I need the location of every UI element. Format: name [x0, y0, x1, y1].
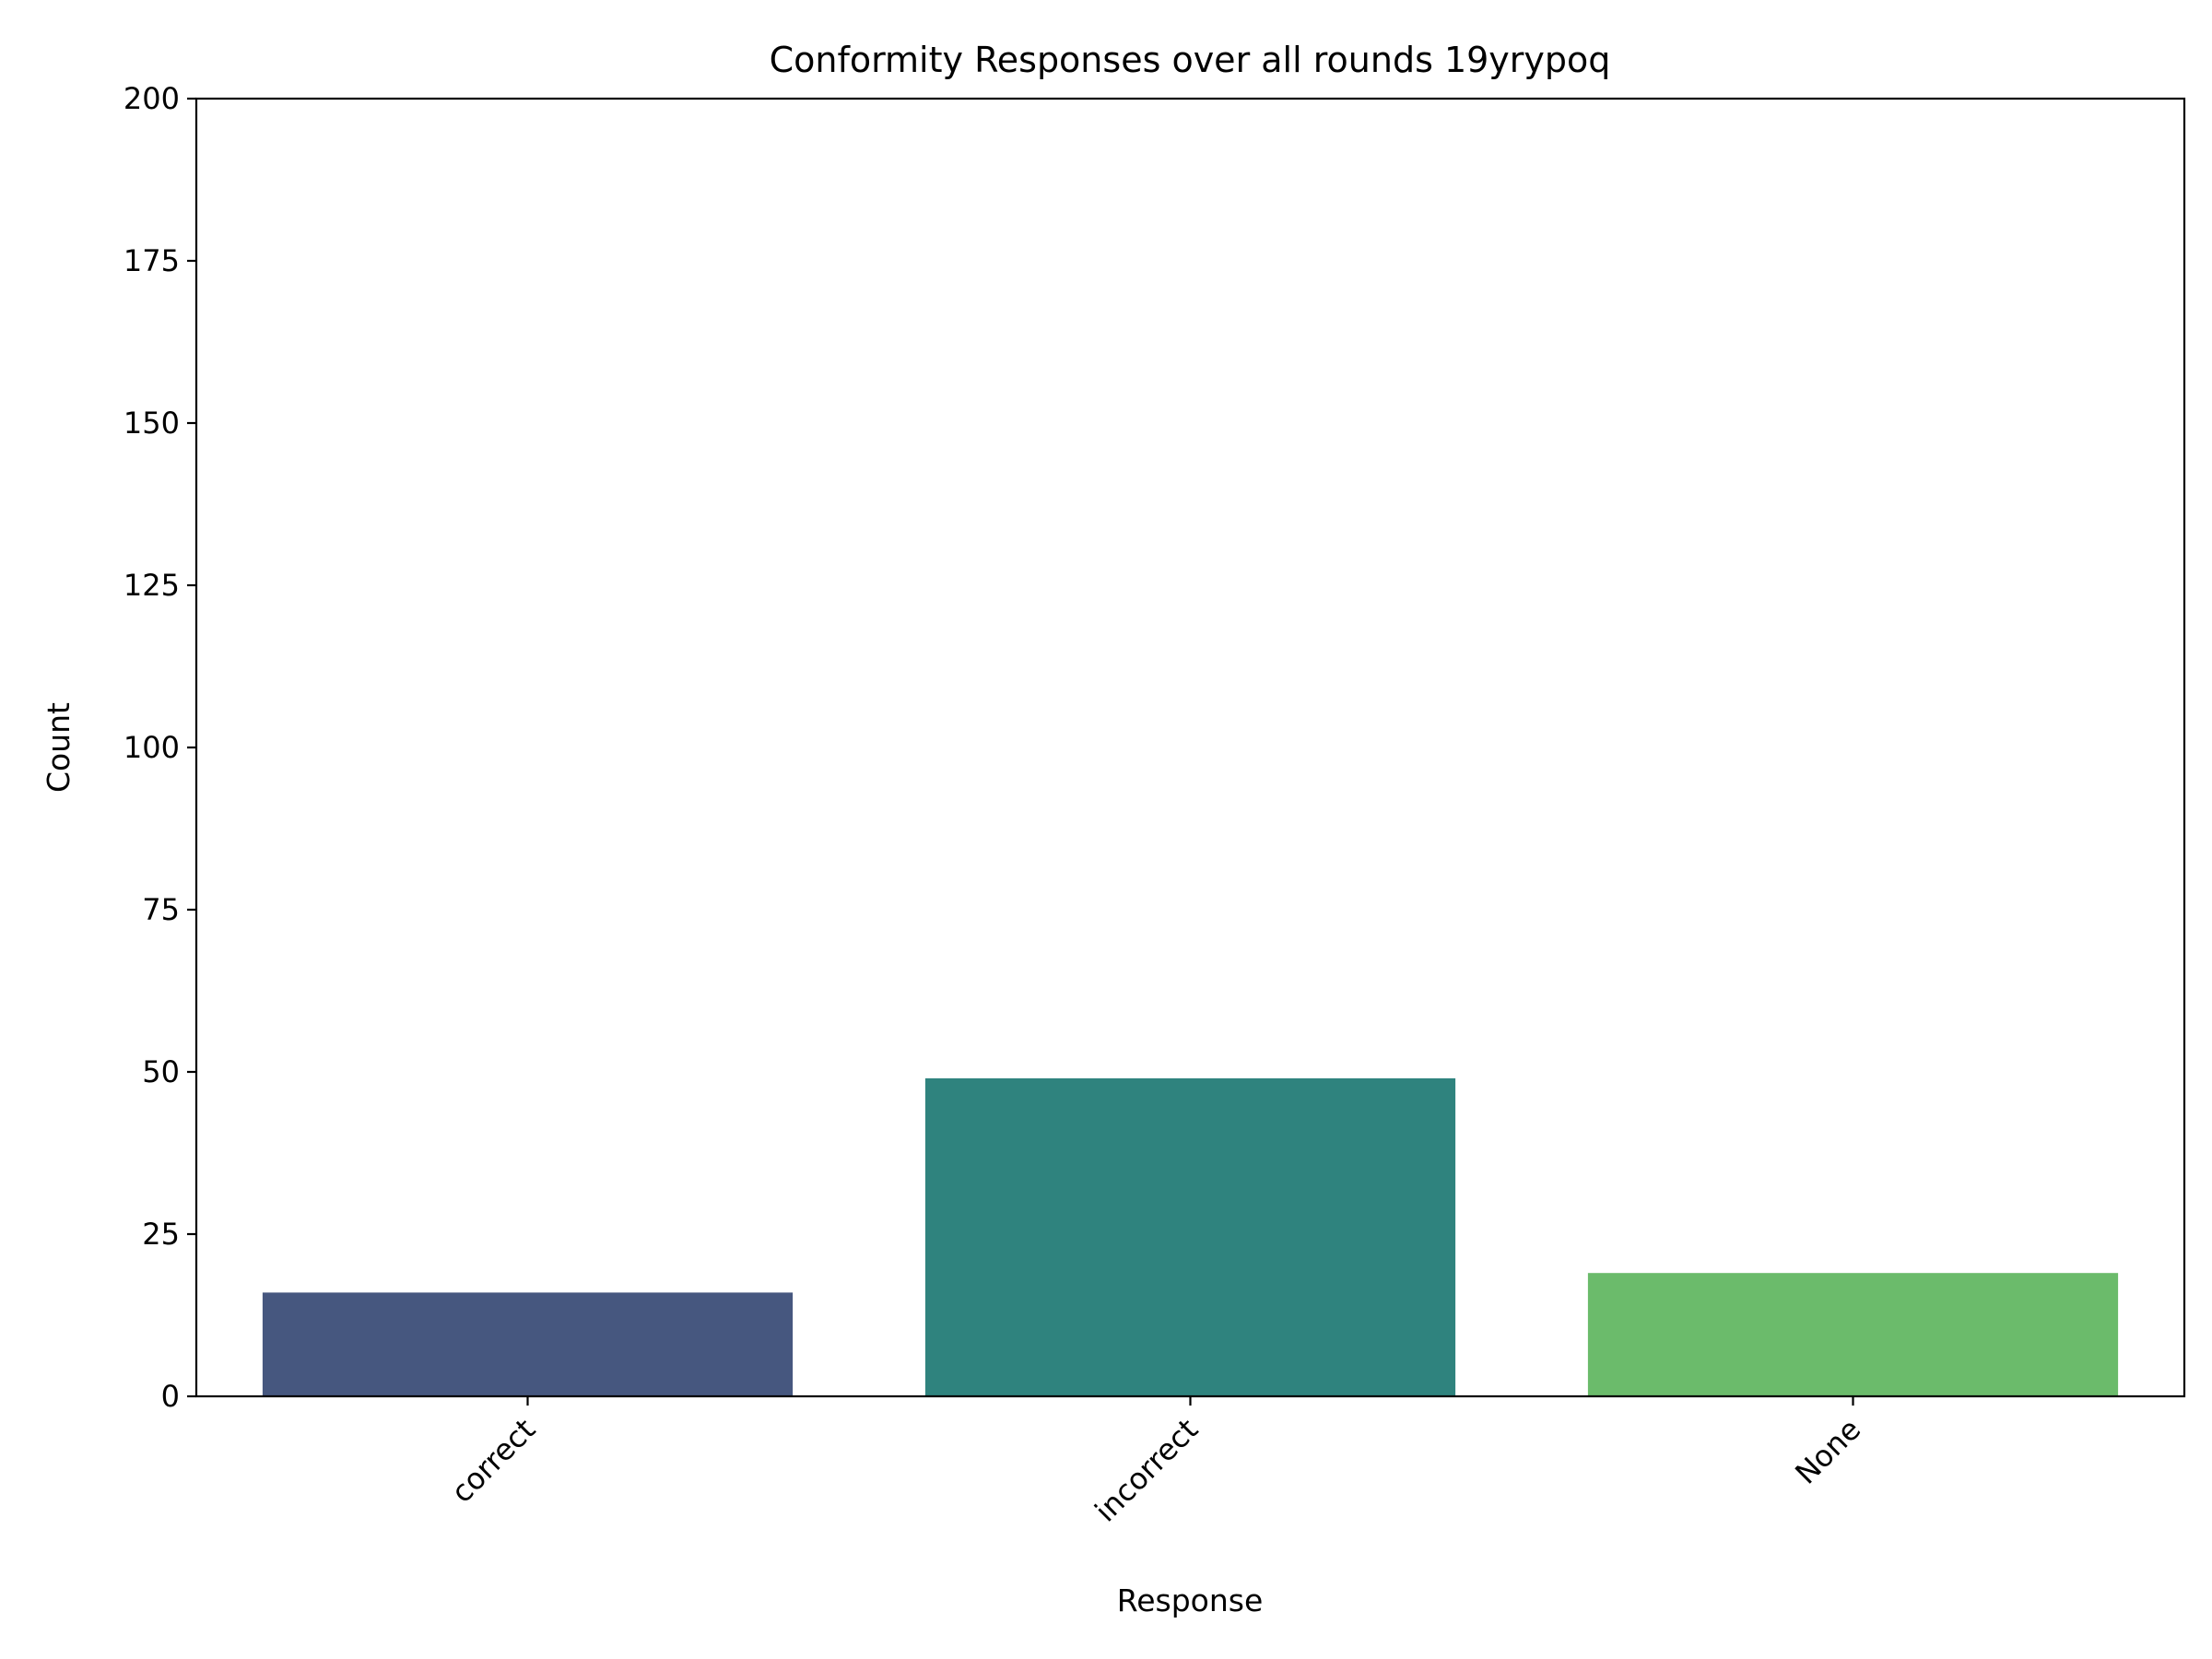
- x-axis-ticks: correct incorrect None: [444, 1396, 1867, 1529]
- y-axis-ticks: 0 25 50 75 100 125 150 175 200: [124, 81, 196, 1414]
- plot-frame: [194, 97, 2186, 1398]
- bar-correct: [262, 1292, 794, 1396]
- y-tick-label: 25: [142, 1217, 180, 1252]
- y-tick-label: 125: [124, 568, 180, 603]
- x-tick-label: incorrect: [1088, 1412, 1205, 1529]
- y-tick-label: 100: [124, 730, 180, 765]
- y-tick-label: 50: [142, 1054, 180, 1089]
- x-axis-label: Response: [1117, 1583, 1264, 1618]
- y-axis-label: Count: [41, 702, 76, 793]
- bar-incorrect: [924, 1078, 1456, 1396]
- y-tick-label: 0: [161, 1379, 180, 1414]
- chart-title: Conformity Responses over all rounds 19y…: [770, 40, 1611, 80]
- y-tick-label: 175: [124, 243, 180, 278]
- bars-group: [262, 1078, 2119, 1396]
- y-tick-label: 200: [124, 81, 180, 116]
- x-tick-label: None: [1788, 1412, 1867, 1491]
- bar-none: [1587, 1273, 2119, 1396]
- y-tick-label: 150: [124, 406, 180, 441]
- x-tick-label: correct: [444, 1412, 542, 1510]
- y-tick-label: 75: [142, 892, 180, 927]
